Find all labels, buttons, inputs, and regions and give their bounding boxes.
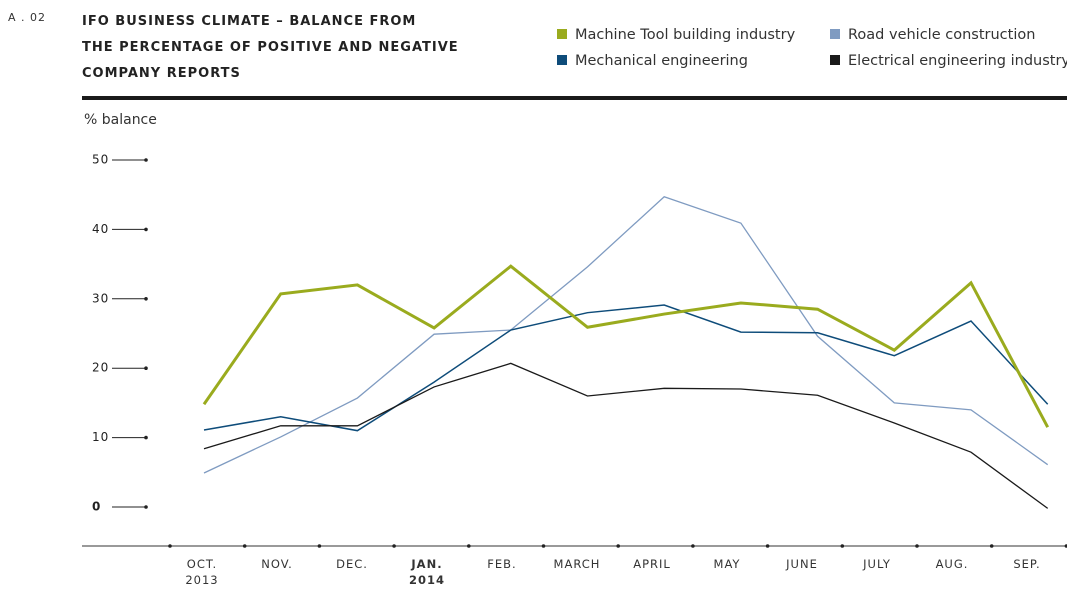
legend-label: Road vehicle construction <box>848 27 1036 43</box>
legend-item: Electrical engineering industry <box>830 53 1067 69</box>
x-tick-label: SEP. <box>1013 557 1041 571</box>
x-tick-label: AUG. <box>935 557 969 571</box>
x-axis-dot <box>392 544 396 548</box>
x-tick-label: FEB. <box>487 557 517 571</box>
x-tick-label: MAY <box>713 557 741 571</box>
y-axis-label: % balance <box>84 112 157 128</box>
x-tick-label: NOV. <box>261 557 293 571</box>
x-axis-dot <box>840 544 845 548</box>
x-axis-dot <box>467 544 471 548</box>
legend-label: Machine Tool building industry <box>575 27 796 43</box>
legend-label: Mechanical engineering <box>575 53 748 69</box>
x-tick-label: JUNE <box>786 557 818 571</box>
y-tick-dot <box>144 366 148 371</box>
legend-swatch <box>557 29 567 39</box>
y-tick-label: 20 <box>92 361 109 375</box>
y-tick-dot <box>144 227 148 232</box>
legend-swatch <box>830 55 840 65</box>
header-rule <box>82 96 1067 100</box>
figure-label: A . 02 <box>8 11 47 24</box>
y-tick-label: 50 <box>92 153 109 167</box>
x-axis-dot <box>915 544 919 548</box>
y-tick-dot <box>144 158 148 162</box>
x-tick-label: OCT. 2013 <box>185 557 219 587</box>
legend-item: Road vehicle construction <box>830 27 1035 43</box>
x-axis-dot <box>765 544 770 548</box>
y-tick-label: 10 <box>92 430 109 444</box>
y-tick-dot <box>144 435 148 440</box>
x-axis-dot <box>242 544 247 548</box>
x-axis-dot <box>168 544 172 548</box>
x-tick-label: JULY <box>863 557 891 571</box>
x-tick-label: APRIL <box>633 557 671 571</box>
legend-item: Machine Tool building industry <box>557 27 795 43</box>
x-axis-dot <box>989 544 994 548</box>
x-tick-label: JAN. 2014 <box>408 557 445 587</box>
series-line <box>203 196 1049 474</box>
legend-item: Mechanical engineering <box>557 53 748 69</box>
series-line <box>202 264 1050 428</box>
y-tick-label: 30 <box>92 291 109 305</box>
y-tick-label: 0 <box>92 500 101 514</box>
x-axis-dot <box>541 544 546 548</box>
y-tick-dot <box>144 505 148 509</box>
series-line <box>203 362 1049 509</box>
y-tick-dot <box>144 297 148 301</box>
x-tick-label: MARCH <box>553 557 601 571</box>
x-axis-dot <box>1064 544 1067 548</box>
x-tick-label: DEC. <box>336 557 368 571</box>
series-line <box>203 304 1049 432</box>
legend-label: Electrical engineering industry <box>848 53 1067 69</box>
x-axis-dot <box>691 544 695 548</box>
x-axis-dot <box>616 544 620 548</box>
chart-title: IFO BUSINESS CLIMATE – BALANCE FROM THE … <box>82 14 459 81</box>
legend-swatch <box>830 29 840 39</box>
legend-swatch <box>557 55 567 65</box>
y-tick-label: 40 <box>92 222 109 236</box>
x-axis-dot <box>317 544 322 548</box>
